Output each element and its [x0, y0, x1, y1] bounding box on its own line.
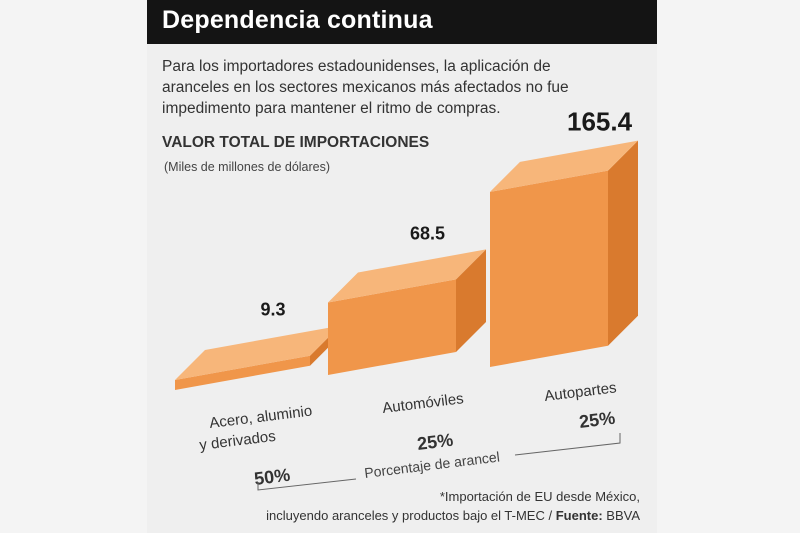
page-title: Dependencia continua — [162, 6, 433, 34]
value-label-2: 68.5 — [410, 223, 445, 243]
bar-front-3 — [490, 170, 608, 367]
bar-side-2 — [456, 249, 486, 352]
bar-top-2 — [328, 249, 486, 303]
footnote-line-2: incluyendo aranceles y productos bajo el… — [200, 506, 640, 525]
tariff-label-2: 25% — [416, 430, 454, 454]
bar-front-1 — [175, 355, 310, 390]
value-label-3: 165.4 — [567, 107, 633, 137]
intro-text: Para los importadores estadounidenses, l… — [162, 58, 569, 117]
category-label-2-1: Automóviles — [381, 390, 464, 417]
bar-front-2 — [328, 279, 456, 375]
source-value: BBVA — [602, 508, 640, 523]
chart-unit: (Miles de millones de dólares) — [164, 160, 331, 174]
axis-bracket-right — [514, 433, 621, 456]
bar-top-3 — [490, 140, 638, 192]
x-axis-label: Porcentaje de arancel — [363, 448, 500, 480]
category-label-1-1: Acero, aluminio — [208, 402, 313, 431]
bar-top-1 — [175, 325, 340, 380]
footnote: *Importación de EU desde México, incluye… — [200, 487, 640, 525]
footnote-line-1: *Importación de EU desde México, — [439, 489, 640, 504]
category-label-3-1: Autopartes — [543, 379, 617, 405]
chart-title: VALOR TOTAL DE IMPORTACIONES — [162, 134, 430, 151]
tariff-label-3: 25% — [578, 408, 616, 432]
tariff-label-1: 50% — [253, 465, 291, 489]
value-label-1: 9.3 — [261, 300, 286, 320]
title-bar — [147, 0, 657, 44]
axis-bracket-left — [257, 478, 357, 491]
footnote-line-2-text: incluyendo aranceles y productos bajo el… — [266, 508, 556, 523]
bar-side-3 — [608, 140, 638, 346]
source-label: Fuente: — [555, 508, 603, 523]
